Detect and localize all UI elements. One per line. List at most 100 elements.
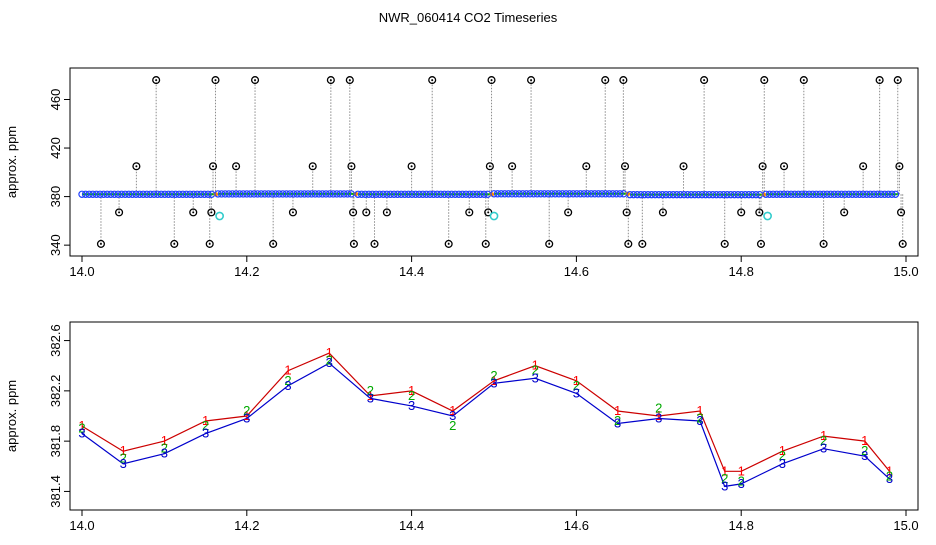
baseline-point [447,190,456,198]
baseline-point [81,190,90,198]
series-2-point-label: 2 [532,363,539,378]
bottom-axis-ticks: 14.0 14.2 14.4 14.6 14.8 15.0 381.4 381.8 382.2 3… [48,324,919,533]
outlier-point-center [802,79,805,82]
baseline-point [691,190,699,199]
baseline-point [562,190,570,198]
series-1-line [81,352,890,472]
baseline-point [658,190,667,199]
baseline-point [153,190,162,198]
baseline-point [555,190,563,198]
outlier-point-center [898,165,901,168]
series-3-point-label: 3 [78,426,85,441]
outlier-point [250,76,260,85]
baseline-point [368,190,377,198]
outlier-point [115,208,124,217]
outlier-point [720,239,729,248]
baseline-point [626,190,634,199]
series-1-point-label: 1 [721,463,728,478]
outlier-point-center [604,79,607,82]
baseline-point [633,190,641,199]
outlier-point-center [487,211,490,214]
outlier-point [407,162,416,171]
outlier-point-center [155,79,158,82]
outlier-point-center [173,242,176,245]
baseline-point [139,190,147,198]
series-3-point-label: 3 [573,385,580,400]
baseline-point [78,190,86,198]
series-2-point-label: 2 [861,443,868,458]
series-2-point-label: 2 [120,451,127,466]
baseline-point [225,190,233,198]
baseline-point [357,190,366,198]
cyan-point [489,211,499,221]
baseline-point [246,190,255,198]
baseline-point [451,190,459,198]
outlier-point [207,208,216,217]
baseline-point [669,190,677,199]
baseline-point [637,190,645,199]
outlier-point [362,208,371,217]
series-2-point-label: 2 [820,433,827,448]
top-axis-ticks: 14.0 14.2 14.4 14.6 14.8 15.0 340 380 420 460 [48,89,919,279]
baseline-point [333,190,341,198]
baseline-point [816,190,824,198]
outlier-point-center [99,242,102,245]
baseline-point [583,190,592,198]
outlier-point-center [385,211,388,214]
baseline-point [848,190,857,198]
outlier-point [349,239,358,248]
top-x-tick-label: 14.4 [399,264,424,279]
outlier-point [895,162,904,171]
outlier-point [897,208,906,217]
baseline-point [143,190,151,198]
baseline-point [866,190,875,198]
outlier-point [288,208,297,217]
baseline-point [250,190,258,198]
outlier-point [564,208,573,217]
baseline-point [340,190,348,198]
series-1-point-label: 1 [78,418,85,433]
outlier-point-center [373,242,376,245]
baseline-point [325,190,334,198]
baseline-point [239,190,247,198]
baseline-point [870,190,878,198]
baseline-point [780,190,788,198]
baseline-point [189,190,198,198]
baseline-point [429,190,438,198]
outlier-point [758,162,767,171]
baseline-point [501,190,509,198]
top-x-tick-label: 14.6 [564,264,589,279]
series-3-line [81,362,890,488]
outlier-point-center [896,79,899,82]
bottom-y-axis-label: approx. ppm [4,380,19,452]
baseline-point [762,190,770,198]
outlier-point [170,239,179,248]
outlier-point-center [761,165,764,168]
baseline-point [716,190,724,199]
baseline-point [598,190,606,198]
baseline-point [107,190,115,198]
baseline-point [665,190,674,199]
baseline-point [544,190,552,198]
baseline-point [125,190,133,198]
outlier-point [269,239,278,248]
baseline-point [415,190,423,198]
baseline-point [114,190,122,198]
outlier-point-center [627,242,630,245]
outlier-point-center [783,165,786,168]
series-1-point-label: 1 [449,403,456,418]
outlier-point-center [468,211,471,214]
series-1-point-label: 1 [614,403,621,418]
outlier-point [700,76,709,85]
outlier-point-center [214,79,217,82]
outlier-point [760,76,769,85]
top-plot-frame [69,67,919,257]
outlier-point-center [900,211,903,214]
series-3-point-label: 3 [886,471,893,486]
series-2-point-label: 2 [243,403,250,418]
baseline-point [783,190,792,198]
baseline-point [877,190,885,198]
series-2-point-label: 2 [721,471,728,486]
outlier-point-center [210,211,213,214]
